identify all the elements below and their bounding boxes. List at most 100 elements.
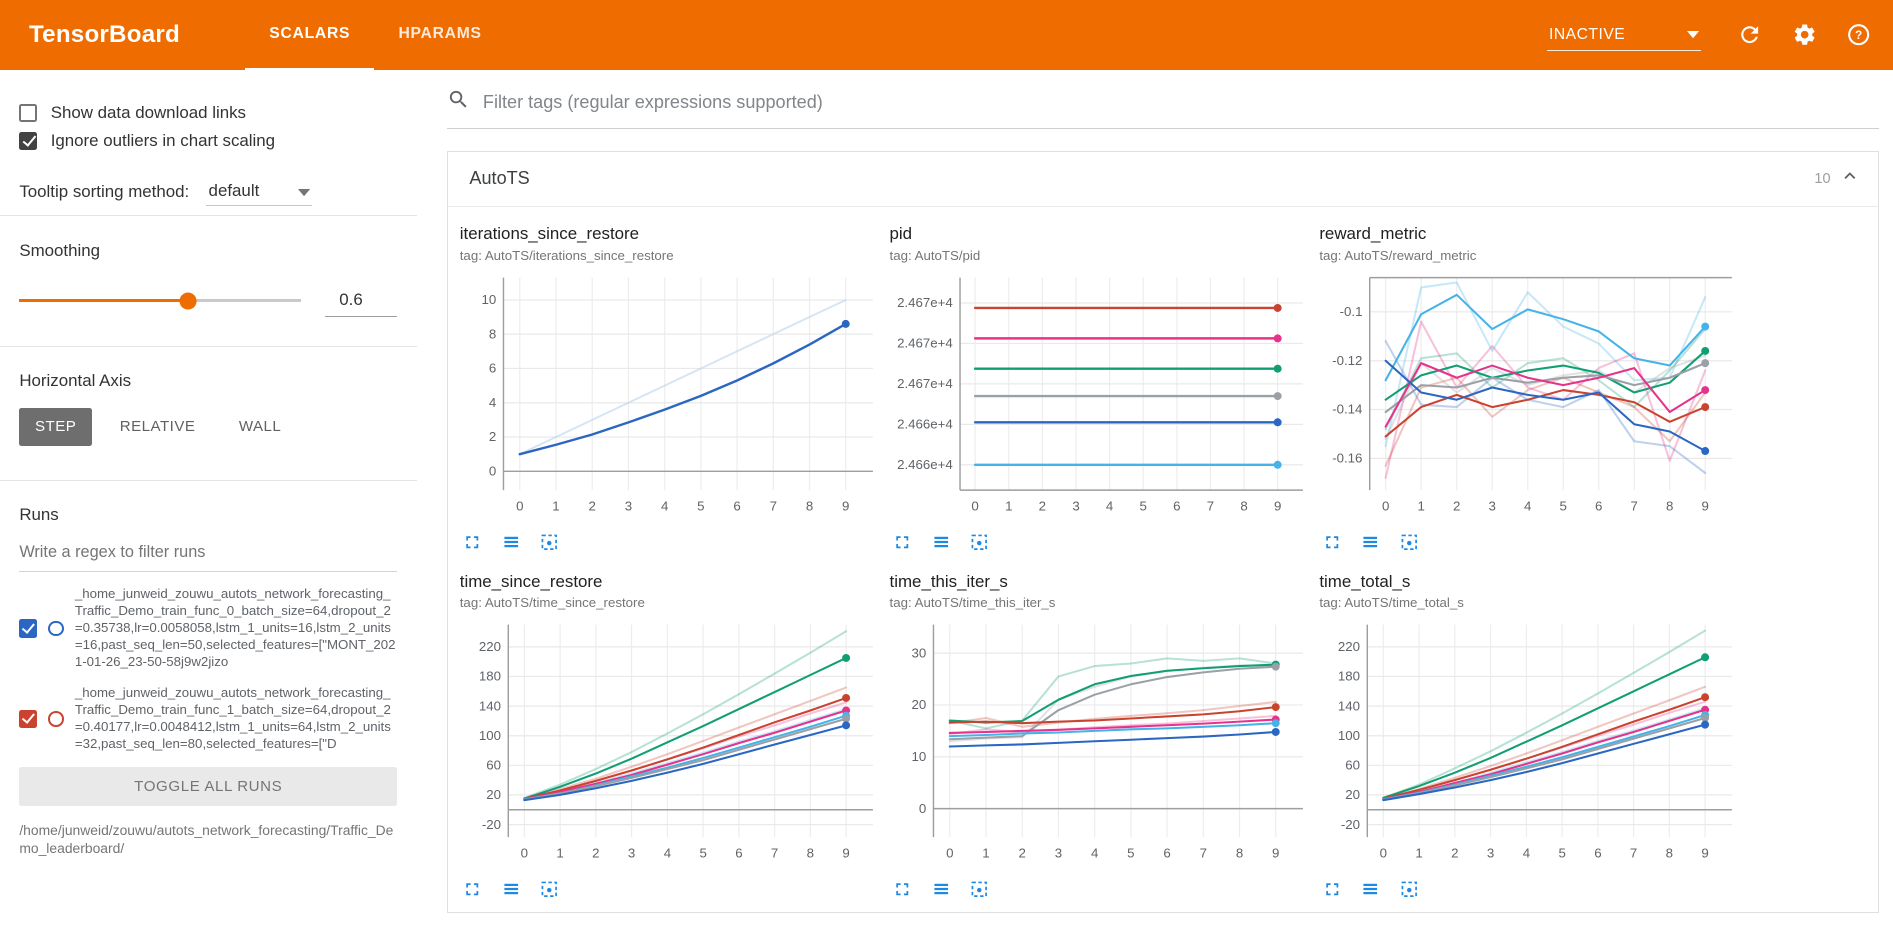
show-download-links-checkbox[interactable] <box>19 103 38 122</box>
svg-text:4: 4 <box>661 498 668 513</box>
svg-text:8: 8 <box>1666 846 1673 861</box>
ignore-outliers-row[interactable]: Ignore outliers in chart scaling <box>19 131 397 151</box>
svg-text:1: 1 <box>556 846 563 861</box>
svg-text:0: 0 <box>520 846 527 861</box>
expand-chart-icon[interactable] <box>892 879 913 900</box>
svg-text:3: 3 <box>1072 498 1079 513</box>
line-chart[interactable]: -20 20 60 100 140 180 220 0 1 2 3 4 5 6 7 8 9 <box>460 615 885 871</box>
run-color-radio[interactable] <box>48 620 64 637</box>
svg-text:9: 9 <box>1272 846 1279 861</box>
status-dropdown[interactable]: INACTIVE <box>1546 19 1702 51</box>
run-color-radio[interactable] <box>48 711 64 727</box>
fit-domain-icon[interactable] <box>969 879 990 900</box>
ignore-outliers-label: Ignore outliers in chart scaling <box>50 131 276 151</box>
svg-text:6: 6 <box>1163 846 1170 861</box>
charts-grid: iterations_since_restore tag: AutoTS/iter… <box>448 207 1878 912</box>
line-chart[interactable]: 2.467e+4 2.467e+4 2.467e+4 2.466e+4 2.466e+4… <box>890 268 1315 524</box>
expand-chart-icon[interactable] <box>892 532 913 553</box>
expand-chart-icon[interactable] <box>1322 879 1343 900</box>
fit-domain-icon[interactable] <box>539 879 560 900</box>
svg-text:2.466e+4: 2.466e+4 <box>897 457 953 472</box>
svg-text:2.467e+4: 2.467e+4 <box>897 295 953 310</box>
fit-domain-icon[interactable] <box>1399 532 1420 553</box>
svg-text:2.467e+4: 2.467e+4 <box>897 376 953 391</box>
svg-text:4: 4 <box>663 846 670 861</box>
fit-domain-icon[interactable] <box>1399 879 1420 900</box>
gear-icon[interactable] <box>1792 22 1817 47</box>
chart-card: time_this_iter_s tag: AutoTS/time_this_it… <box>890 572 1317 900</box>
run-checkbox[interactable] <box>19 619 38 638</box>
svg-text:7: 7 <box>771 846 778 861</box>
svg-text:-0.12: -0.12 <box>1333 352 1363 367</box>
fit-domain-icon[interactable] <box>969 532 990 553</box>
svg-text:-0.1: -0.1 <box>1340 304 1363 319</box>
expand-chart-icon[interactable] <box>462 879 483 900</box>
chart-toolbar <box>1319 879 1746 900</box>
chart-title: time_total_s <box>1319 571 1411 591</box>
svg-text:30: 30 <box>911 645 926 660</box>
line-chart[interactable]: -20 20 60 100 140 180 220 0 1 2 3 4 5 6 7 8 9 <box>1319 615 1744 871</box>
run-checkbox[interactable] <box>19 710 38 729</box>
chart-toolbar <box>890 879 1317 900</box>
svg-text:1: 1 <box>1005 498 1012 513</box>
svg-text:4: 4 <box>1523 846 1530 861</box>
runs-directory-path: /home/junweid/zouwu/autots_network_forec… <box>19 821 394 856</box>
svg-text:8: 8 <box>1240 498 1247 513</box>
svg-text:8: 8 <box>1666 498 1673 513</box>
svg-text:0: 0 <box>1380 846 1387 861</box>
axis-step-button[interactable]: STEP <box>19 407 93 447</box>
chart-tag: tag: AutoTS/time_total_s <box>1319 595 1464 611</box>
svg-text:6: 6 <box>1173 498 1180 513</box>
svg-text:180: 180 <box>1338 669 1360 684</box>
axis-wall-button[interactable]: WALL <box>238 418 282 436</box>
data-table-icon[interactable] <box>501 532 522 553</box>
line-chart[interactable]: 0 2 4 6 8 10 0 1 2 3 4 5 6 7 8 9 <box>460 268 885 524</box>
autots-card-header[interactable]: AutoTS 10 <box>447 152 1878 208</box>
svg-text:10: 10 <box>481 292 496 307</box>
tag-filter-input[interactable] <box>482 92 1879 114</box>
ignore-outliers-checkbox[interactable] <box>19 131 38 151</box>
horizontal-axis-label: Horizontal Axis <box>19 370 132 390</box>
chart-title: reward_metric <box>1319 224 1427 244</box>
axis-relative-button[interactable]: RELATIVE <box>119 418 196 436</box>
show-download-links-row[interactable]: Show data download links <box>19 103 397 123</box>
smoothing-slider-thumb[interactable] <box>179 292 197 310</box>
tab-scalars[interactable]: SCALARS <box>245 0 375 71</box>
data-table-icon[interactable] <box>1360 532 1381 553</box>
svg-text:6: 6 <box>733 498 740 513</box>
svg-text:2: 2 <box>588 498 595 513</box>
data-table-icon[interactable] <box>931 879 952 900</box>
svg-text:8: 8 <box>1235 846 1242 861</box>
collapse-chevron-icon[interactable] <box>1839 165 1861 193</box>
help-icon[interactable]: ? <box>1846 22 1871 47</box>
fit-domain-icon[interactable] <box>539 532 560 553</box>
svg-text:9: 9 <box>842 498 849 513</box>
data-table-icon[interactable] <box>501 879 522 900</box>
svg-text:9: 9 <box>1274 498 1281 513</box>
chart-title: iterations_since_restore <box>459 224 640 244</box>
chart-tag: tag: AutoTS/pid <box>889 247 981 263</box>
toggle-all-runs-button[interactable]: TOGGLE ALL RUNS <box>19 767 398 807</box>
svg-text:2: 2 <box>1038 498 1045 513</box>
svg-text:3: 3 <box>1054 846 1061 861</box>
data-table-icon[interactable] <box>931 532 952 553</box>
svg-text:2: 2 <box>1453 498 1460 513</box>
smoothing-value[interactable]: 0.6 <box>324 285 398 317</box>
tooltip-sorting-dropdown[interactable]: default <box>206 178 313 206</box>
line-chart[interactable]: -0.1 -0.12 -0.14 -0.16 0 1 2 3 4 5 6 7 8 9 <box>1319 268 1744 524</box>
line-chart[interactable]: 0 10 20 30 0 1 2 3 4 5 6 7 8 9 <box>890 615 1315 871</box>
svg-text:7: 7 <box>1199 846 1206 861</box>
smoothing-slider[interactable] <box>19 292 301 310</box>
tab-hparams[interactable]: HPARAMS <box>398 25 482 42</box>
refresh-icon[interactable] <box>1737 22 1762 47</box>
chart-toolbar <box>460 532 887 553</box>
svg-text:2.467e+4: 2.467e+4 <box>897 335 953 350</box>
expand-chart-icon[interactable] <box>1322 532 1343 553</box>
svg-text:4: 4 <box>1090 846 1097 861</box>
expand-chart-icon[interactable] <box>462 532 483 553</box>
svg-text:-0.16: -0.16 <box>1333 450 1363 465</box>
svg-text:2: 2 <box>1018 846 1025 861</box>
runs-filter-input[interactable] <box>19 534 398 572</box>
data-table-icon[interactable] <box>1360 879 1381 900</box>
chart-toolbar <box>1319 532 1746 553</box>
